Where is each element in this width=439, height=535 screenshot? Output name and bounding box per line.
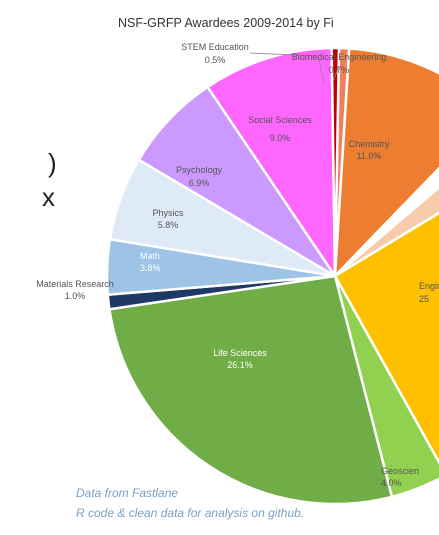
chart-title: NSF-GRFP Awardees 2009-2014 by Fi [118,16,334,30]
leader-lines [249,52,392,467]
slice-label-stem-education: STEM Education 0.5% [181,42,249,65]
pie-slices [105,46,439,506]
slice-label-engin: Engin25 [419,281,439,304]
slice-label-chemistry: Chemistry 11.0% [349,139,390,161]
pie-slice-chemistry [333,47,439,280]
pie-slice-stem-education [330,46,341,277]
slice-label-life-sciences: Life Sciences 26.1% [213,348,267,370]
leader-line-biomedical-engineering [332,65,340,83]
cropped-text-fragment-2: x [42,182,55,212]
leader-line-stem-education [249,52,325,83]
pie-slice-social-sciences [205,46,337,281]
slice-label-physics: Physics 5.8% [152,208,184,230]
slice-label-materials-research: Materials Research 1.0% [36,279,114,301]
slice-labels: Biomedical Engineering 0.7% Chemistry 11.0%… [36,42,439,488]
slice-label-geoscien: Geoscien 4.0% [381,466,419,488]
footer-github-note: R code & clean data for analysis on gith… [76,506,305,520]
slice-label-psychology: Psychology 6.9% [176,165,223,188]
pie-slice-life-sciences [108,274,394,506]
cropped-text-fragment-1: ) [48,148,57,178]
slice-label-social-sciences: Social Sciences 9.0% [248,115,312,143]
pie-slice-engin [333,211,439,465]
pie-slice-psychology [137,85,337,278]
slice-label-biomedical-engineering: Biomedical Engineering 0.7% [292,52,387,75]
slice-label-math: Math 3.8% [140,251,161,273]
footer-data-source: Data from Fastlane [76,486,179,500]
